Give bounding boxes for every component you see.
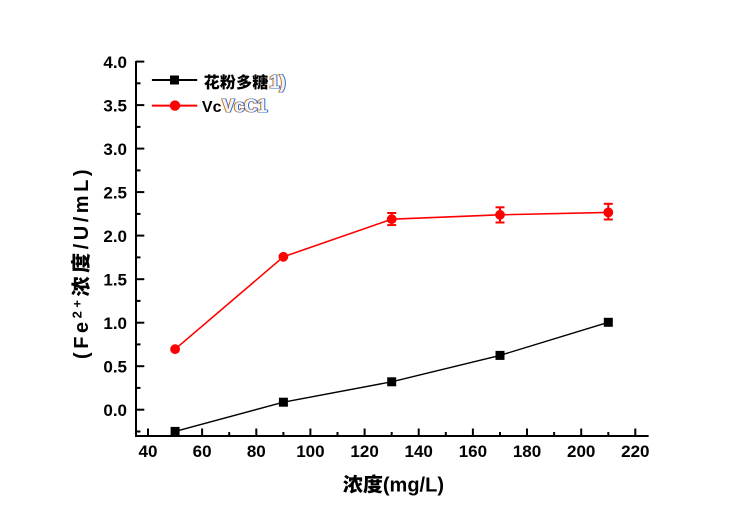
svg-text:1.0: 1.0 xyxy=(103,314,127,333)
svg-text:Vc: Vc xyxy=(202,99,222,116)
svg-text:100: 100 xyxy=(296,442,324,461)
svg-text:1.5: 1.5 xyxy=(103,270,127,289)
svg-text:60: 60 xyxy=(193,442,212,461)
svg-text:140: 140 xyxy=(405,442,433,461)
svg-text:2+: 2+ xyxy=(70,296,85,318)
svg-text:40: 40 xyxy=(139,442,158,461)
svg-text:VcC1: VcC1 xyxy=(223,96,268,116)
svg-text:0.0: 0.0 xyxy=(103,401,127,420)
svg-text:160: 160 xyxy=(459,442,487,461)
svg-text:200: 200 xyxy=(567,442,595,461)
svg-text:VcC1: VcC1 xyxy=(222,96,267,116)
svg-text:VcC1: VcC1 xyxy=(222,96,267,116)
svg-text:3.0: 3.0 xyxy=(103,140,127,159)
svg-text:220: 220 xyxy=(621,442,649,461)
svg-text:0.5: 0.5 xyxy=(103,357,127,376)
svg-text:4.0: 4.0 xyxy=(103,53,127,72)
svg-text:2.5: 2.5 xyxy=(103,183,127,202)
svg-text:1): 1) xyxy=(270,72,286,92)
svg-text:3.5: 3.5 xyxy=(103,96,127,115)
svg-text:80: 80 xyxy=(247,442,266,461)
svg-text:(mg/L): (mg/L) xyxy=(383,475,444,497)
svg-text:1): 1) xyxy=(269,72,285,92)
svg-text:1): 1) xyxy=(270,72,286,92)
svg-text:(Fe: (Fe xyxy=(71,318,93,359)
svg-text:2.0: 2.0 xyxy=(103,227,127,246)
svg-text:/U/mL): /U/mL) xyxy=(71,166,93,250)
svg-text:180: 180 xyxy=(513,442,541,461)
svg-text:120: 120 xyxy=(350,442,378,461)
